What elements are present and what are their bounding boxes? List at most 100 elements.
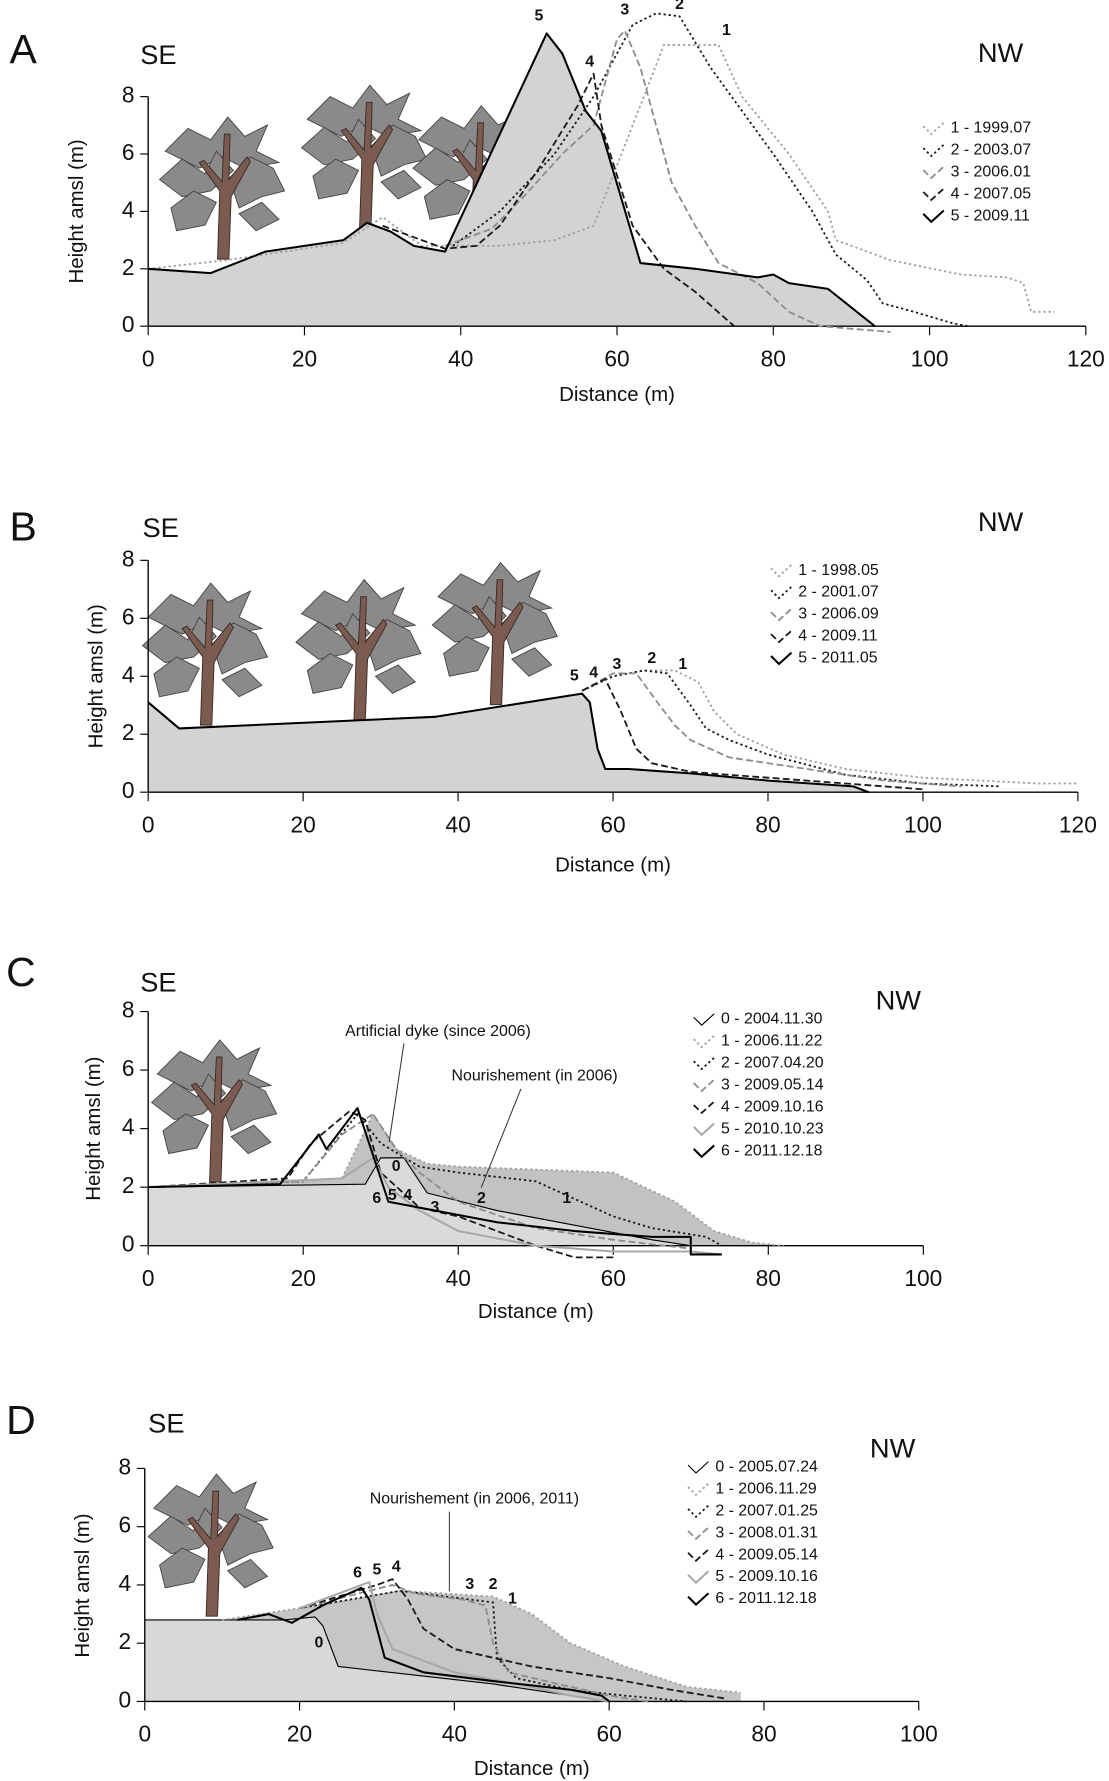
side-label: SE bbox=[140, 39, 176, 70]
y-axis-title: Height amsl (m) bbox=[82, 1056, 105, 1200]
legend-swatch bbox=[922, 122, 945, 136]
legend-label: 4 - 2009.11 bbox=[798, 628, 877, 645]
profile-label: 1 bbox=[508, 1591, 517, 1608]
y-tick-label: 8 bbox=[122, 997, 135, 1023]
legend-label: 1 - 2006.11.22 bbox=[721, 1033, 823, 1050]
x-axis-title: Distance (m) bbox=[559, 383, 675, 406]
profile-label: 3 bbox=[620, 2, 629, 19]
tree-foliage bbox=[226, 1558, 269, 1589]
profile-line bbox=[299, 1581, 610, 1703]
profile-label: 2 bbox=[647, 650, 656, 667]
x-tick-label: 80 bbox=[755, 811, 780, 837]
legend-swatch bbox=[770, 586, 793, 600]
x-tick-label: 100 bbox=[904, 1265, 942, 1291]
tree-foliage bbox=[443, 635, 490, 677]
x-axis-title: Distance (m) bbox=[474, 1757, 590, 1780]
profile-label: 5 bbox=[373, 1562, 382, 1579]
legend-label: 6 - 2011.12.18 bbox=[721, 1142, 823, 1159]
x-tick-label: 0 bbox=[138, 1721, 151, 1747]
profile-line bbox=[581, 672, 962, 788]
x-tick-label: 120 bbox=[1059, 811, 1097, 837]
legend-label: 2 - 2003.07 bbox=[951, 142, 1032, 159]
panel-letter: B bbox=[10, 503, 37, 549]
y-tick-label: 8 bbox=[122, 545, 135, 571]
profile-label: 1 bbox=[562, 1190, 571, 1207]
legend-label: 5 - 2009.11 bbox=[951, 207, 1030, 224]
profile-line bbox=[382, 72, 735, 327]
tree-foliage bbox=[153, 656, 200, 698]
legend-swatch bbox=[687, 1592, 710, 1607]
legend-label: 1 - 1999.07 bbox=[951, 120, 1032, 137]
profile-label: 0 bbox=[314, 1634, 323, 1651]
profile-area bbox=[144, 1616, 610, 1702]
tree-foliage bbox=[230, 1124, 272, 1155]
x-tick-label: 0 bbox=[142, 1265, 155, 1291]
tree-foliage bbox=[221, 667, 263, 698]
x-tick-label: 0 bbox=[142, 345, 155, 371]
y-tick-label: 2 bbox=[122, 254, 135, 280]
legend-label: 4 - 2009.10.16 bbox=[721, 1098, 824, 1115]
tree-trunk bbox=[340, 101, 394, 228]
tree-foliage bbox=[380, 169, 422, 200]
tree-foliage bbox=[423, 179, 471, 220]
profile-line bbox=[148, 1113, 784, 1247]
profile-line bbox=[581, 678, 924, 791]
legend-swatch bbox=[770, 608, 793, 622]
profile-label: 6 bbox=[372, 1190, 381, 1207]
annotation: Nourishement (in 2006, 2011) bbox=[370, 1490, 579, 1507]
profile-line bbox=[222, 1589, 741, 1694]
y-tick-label: 6 bbox=[122, 603, 135, 629]
y-tick-label: 0 bbox=[122, 777, 135, 803]
x-tick-label: 40 bbox=[446, 1265, 471, 1291]
legend-label: 4 - 2009.05.14 bbox=[715, 1546, 818, 1563]
profile-line bbox=[237, 1586, 610, 1703]
profile-label: 5 bbox=[388, 1187, 397, 1204]
profile-label: 3 bbox=[431, 1199, 440, 1216]
profile-area bbox=[148, 33, 875, 327]
panel-letter: C bbox=[6, 949, 36, 995]
legend-label: 3 - 2009.05.14 bbox=[721, 1077, 824, 1094]
profile-line bbox=[148, 1113, 691, 1250]
x-tick-label: 0 bbox=[142, 811, 155, 837]
x-tick-label: 60 bbox=[601, 1265, 626, 1291]
tree bbox=[295, 578, 422, 723]
y-tick-label: 0 bbox=[122, 1231, 135, 1257]
profile-label: 1 bbox=[722, 22, 731, 39]
side-label: NW bbox=[978, 506, 1024, 537]
annotation-leader bbox=[480, 1088, 522, 1188]
tree-trunk bbox=[335, 596, 388, 723]
y-tick-label: 0 bbox=[122, 311, 135, 337]
profile-label: 4 bbox=[392, 1559, 401, 1576]
legend-swatch bbox=[687, 1461, 709, 1474]
legend-label: 0 - 2005.07.24 bbox=[715, 1459, 818, 1476]
legend-label: 2 - 2007.01.25 bbox=[715, 1502, 818, 1519]
tree-foliage bbox=[306, 652, 354, 694]
y-tick-label: 2 bbox=[122, 719, 135, 745]
tree bbox=[141, 582, 269, 726]
y-tick-label: 8 bbox=[122, 82, 135, 108]
profile-line bbox=[148, 1156, 722, 1256]
tree bbox=[300, 84, 428, 228]
profile-label: 2 bbox=[675, 0, 684, 13]
legend-swatch bbox=[770, 630, 793, 644]
x-tick-label: 100 bbox=[904, 811, 942, 837]
x-axis-title: Distance (m) bbox=[555, 853, 671, 876]
x-tick-label: 40 bbox=[448, 345, 473, 371]
legend-label: 5 - 2009.10.16 bbox=[715, 1568, 818, 1585]
x-tick-label: 80 bbox=[756, 1265, 781, 1291]
legend-swatch bbox=[693, 1035, 715, 1049]
x-tick-label: 60 bbox=[597, 1721, 622, 1747]
legend-swatch bbox=[693, 1057, 715, 1071]
panel-letter: A bbox=[10, 26, 38, 72]
y-axis-title: Height amsl (m) bbox=[84, 604, 107, 748]
x-tick-label: 100 bbox=[911, 345, 949, 371]
tree bbox=[431, 561, 559, 706]
side-label: SE bbox=[140, 966, 176, 997]
tree-foliage bbox=[374, 664, 417, 694]
tree bbox=[158, 116, 286, 260]
side-label: SE bbox=[142, 512, 178, 543]
y-tick-label: 6 bbox=[118, 1512, 131, 1538]
x-tick-label: 120 bbox=[1067, 345, 1105, 371]
profile-label: 3 bbox=[465, 1576, 474, 1593]
